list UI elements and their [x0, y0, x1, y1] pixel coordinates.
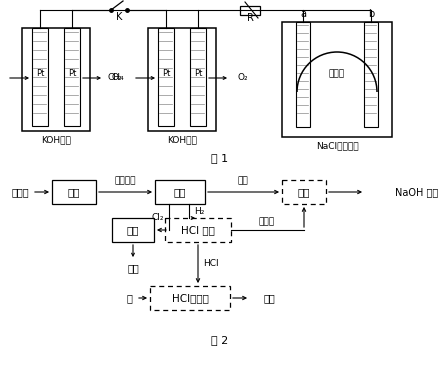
Text: Pt: Pt [162, 68, 170, 78]
Text: Cl₂: Cl₂ [151, 213, 164, 221]
Text: 蒸发: 蒸发 [298, 187, 310, 197]
Bar [282, 22, 392, 137]
Text: 电解: 电解 [174, 187, 186, 197]
Bar [364, 22, 378, 127]
Text: 粗盐水: 粗盐水 [11, 187, 29, 197]
Text: 盐酸: 盐酸 [264, 293, 276, 303]
Text: R: R [246, 13, 253, 23]
Bar [64, 28, 80, 126]
Text: Pt: Pt [68, 68, 76, 78]
Text: Pt: Pt [194, 68, 202, 78]
Bar [112, 218, 154, 242]
Text: 精盐溶液: 精盐溶液 [114, 176, 136, 186]
Text: 水蒸汽: 水蒸汽 [259, 217, 275, 227]
Bar [148, 28, 216, 131]
Text: 精制: 精制 [68, 187, 80, 197]
Bar [240, 6, 260, 15]
Text: HCl: HCl [203, 259, 219, 269]
Bar [165, 218, 231, 242]
Bar [190, 28, 206, 126]
Bar [296, 22, 310, 127]
Bar [52, 180, 96, 204]
Text: O₂: O₂ [238, 74, 249, 82]
Text: HCl吸收塔: HCl吸收塔 [172, 293, 209, 303]
Text: CH₄: CH₄ [107, 74, 124, 82]
Text: H₂: H₂ [194, 206, 204, 216]
Text: Pt: Pt [36, 68, 44, 78]
Text: KOH溶液: KOH溶液 [167, 135, 197, 145]
Text: KOH溶液: KOH溶液 [41, 135, 71, 145]
Bar [32, 28, 48, 126]
Text: 加压: 加压 [127, 225, 139, 235]
Text: 液氯: 液氯 [127, 263, 139, 273]
Text: NaCl饱和溶液: NaCl饱和溶液 [315, 142, 358, 150]
Bar [155, 180, 205, 204]
Text: 石墨棒: 石墨棒 [329, 70, 345, 78]
Text: 图 2: 图 2 [211, 335, 229, 345]
Text: O₂: O₂ [112, 74, 123, 82]
Text: HCl 合成: HCl 合成 [181, 225, 215, 235]
Text: a: a [300, 9, 306, 19]
Text: 水: 水 [126, 293, 132, 303]
Text: 图 1: 图 1 [212, 153, 228, 163]
Text: NaOH 产品: NaOH 产品 [395, 187, 438, 197]
Text: 溶液: 溶液 [238, 176, 248, 186]
Bar [150, 286, 230, 310]
Bar [22, 28, 90, 131]
Text: b: b [368, 9, 374, 19]
Text: K: K [116, 12, 122, 22]
Bar [282, 180, 326, 204]
Bar [158, 28, 174, 126]
